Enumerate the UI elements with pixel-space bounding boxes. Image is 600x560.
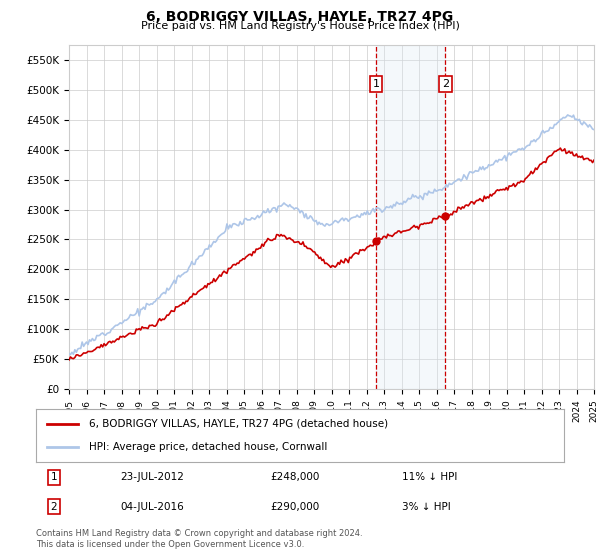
Text: 23-JUL-2012: 23-JUL-2012 [120,472,184,482]
Text: £248,000: £248,000 [270,472,319,482]
Text: HPI: Average price, detached house, Cornwall: HPI: Average price, detached house, Corn… [89,442,327,452]
Text: 1: 1 [373,79,380,88]
Text: 6, BODRIGGY VILLAS, HAYLE, TR27 4PG: 6, BODRIGGY VILLAS, HAYLE, TR27 4PG [146,10,454,24]
Text: 04-JUL-2016: 04-JUL-2016 [120,502,184,512]
Text: £290,000: £290,000 [270,502,319,512]
Text: 6, BODRIGGY VILLAS, HAYLE, TR27 4PG (detached house): 6, BODRIGGY VILLAS, HAYLE, TR27 4PG (det… [89,419,388,429]
Text: 11% ↓ HPI: 11% ↓ HPI [402,472,457,482]
Text: Contains HM Land Registry data © Crown copyright and database right 2024.
This d: Contains HM Land Registry data © Crown c… [36,529,362,549]
Text: Price paid vs. HM Land Registry's House Price Index (HPI): Price paid vs. HM Land Registry's House … [140,21,460,31]
Text: 2: 2 [442,79,449,88]
Text: 2: 2 [50,502,58,512]
Text: 1: 1 [50,472,58,482]
Text: 3% ↓ HPI: 3% ↓ HPI [402,502,451,512]
Bar [376,45,445,389]
